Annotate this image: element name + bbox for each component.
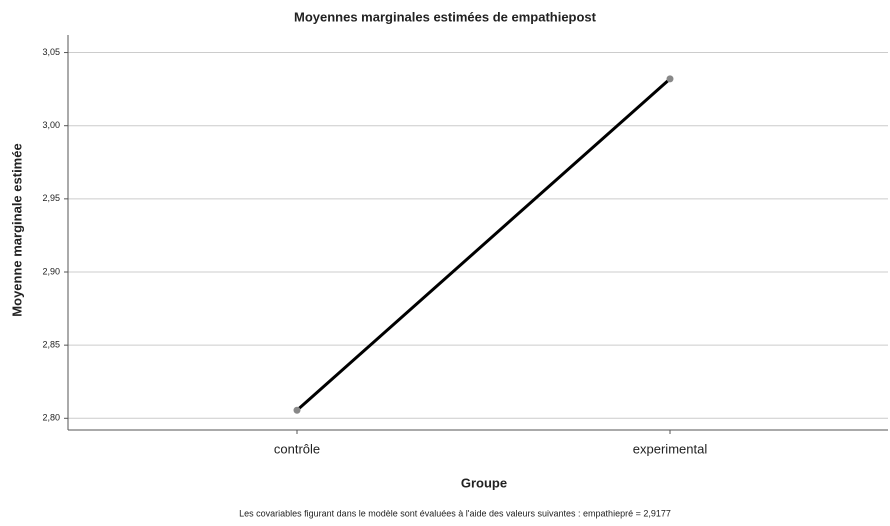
data-point [666,75,674,83]
y-tick-label: 2,90 [42,266,60,276]
x-tick-label: experimental [633,441,708,456]
x-tick-label: contrôle [274,441,320,456]
y-tick-label: 2,80 [42,413,60,423]
x-axis-label: Groupe [461,475,507,490]
y-tick-label: 3,05 [42,47,60,57]
y-tick-label: 2,85 [42,340,60,350]
data-point [293,406,301,414]
y-tick-label: 2,95 [42,193,60,203]
footnote: Les covariables figurant dans le modèle … [239,508,671,518]
y-tick-label: 3,00 [42,120,60,130]
data-line [296,77,671,412]
chart-title: Moyennes marginales estimées de empathie… [294,9,597,24]
y-axis-label: Moyenne marginale estimée [9,143,24,316]
